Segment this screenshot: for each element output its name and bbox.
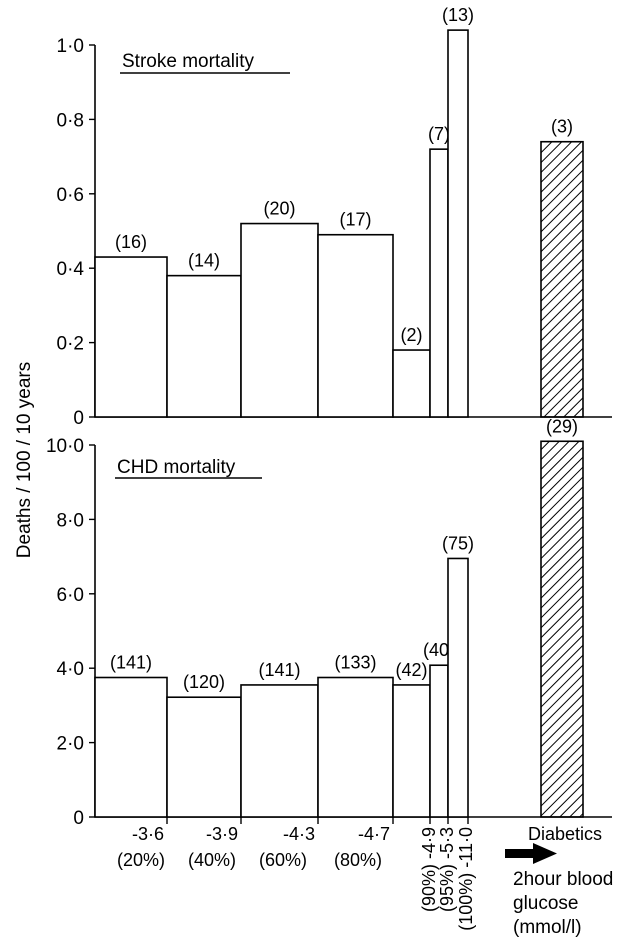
- stroke-panel-title: Stroke mortality: [122, 51, 254, 72]
- stroke-bar: [392, 349, 431, 418]
- chd-y-tick-label: 8·0: [57, 510, 84, 531]
- chd-panel-title: CHD mortality: [117, 457, 236, 478]
- stroke-bar: [540, 140, 584, 418]
- stroke-panel: Stroke mortality 0 0·2 0·4 0·6 0·8 1·0 (16) (14…: [57, 5, 612, 429]
- x-rotated-label: (95%) -5·3: [437, 827, 457, 912]
- x-tick-label: -3·9: [206, 824, 238, 844]
- stroke-bar-count-label: (14): [188, 251, 220, 271]
- x-tick-label: -4·7: [358, 824, 390, 844]
- stroke-y-tick-label: 0: [73, 408, 84, 429]
- chd-y-tick-label: 0: [73, 808, 84, 829]
- chd-bar: [317, 676, 394, 818]
- arrow-head: [533, 843, 557, 864]
- chd-bar-count-label: (75): [442, 533, 474, 553]
- chd-bar: [540, 440, 584, 818]
- stroke-bar-count-label: (16): [115, 232, 147, 252]
- stroke-bar: [317, 233, 394, 418]
- stroke-y-tick-label: 1·0: [57, 36, 84, 57]
- chd-bar: [94, 676, 168, 818]
- x-percent-label: (80%): [334, 850, 382, 870]
- stroke-bar-count-label: (2): [401, 325, 423, 345]
- chd-panel: CHD mortality 0 2·0 4·0 6·0 8·0 10·0 (141) (120…: [46, 416, 612, 829]
- chd-bar-count-label: (133): [334, 653, 376, 673]
- x-axis-title-line: 2hour blood: [513, 869, 613, 890]
- chd-bar: [240, 684, 319, 818]
- y-axis-label: Deaths / 100 / 10 years: [14, 362, 35, 558]
- chd-bar-count-label: (42): [395, 660, 427, 680]
- stroke-bar: [429, 148, 449, 418]
- chd-y-tick-label: 4·0: [57, 659, 84, 680]
- x-axis-arrow: [505, 843, 557, 864]
- x-rotated-label: (90%) -4·9: [419, 827, 439, 912]
- stroke-bar-count-label: (3): [551, 117, 573, 137]
- chd-bar: [429, 664, 449, 818]
- chd-y-tick-label: 2·0: [57, 734, 84, 755]
- arrow-shaft: [505, 849, 535, 858]
- chd-bar: [447, 557, 469, 818]
- x-rotated-label: (100%) -11·0: [456, 827, 476, 931]
- chd-y-tick-label: 6·0: [57, 585, 84, 606]
- x-tick-label: -3·6: [132, 824, 164, 844]
- stroke-y-tick-label: 0·6: [57, 185, 84, 206]
- stroke-bar-count-label: (13): [442, 5, 474, 25]
- chd-bar-count-label: (120): [183, 672, 225, 692]
- chd-bar-count-label: (141): [258, 660, 300, 680]
- stroke-bar: [447, 29, 469, 418]
- x-axis-title-line: glucose: [513, 893, 579, 914]
- stroke-y-tick-label: 0·2: [57, 334, 84, 355]
- x-percent-label: (60%): [259, 850, 307, 870]
- stroke-y-tick-label: 0·4: [57, 259, 85, 280]
- x-percent-label: (40%): [188, 850, 236, 870]
- chd-y-tick-label: 10·0: [46, 436, 84, 457]
- stroke-bar: [94, 256, 168, 418]
- chd-bar: [166, 696, 242, 818]
- stroke-bar-count-label: (20): [263, 199, 295, 219]
- x-tick-label: -4·3: [283, 824, 315, 844]
- stroke-bar-count-label: (17): [339, 210, 371, 230]
- x-percent-label: (20%): [117, 850, 165, 870]
- x-axis-labels: -3·6 -3·9 -4·3 -4·7 (20%) (40%) (60%) (80%) (90%…: [117, 817, 613, 937]
- stroke-y-tick-label: 0·8: [57, 110, 84, 131]
- stroke-bar: [166, 274, 242, 418]
- diabetics-label: Diabetics: [528, 824, 602, 844]
- chd-bar-count-label: (141): [110, 653, 152, 673]
- stroke-bar: [240, 222, 319, 418]
- chd-bar-count-label: (40): [423, 640, 455, 660]
- stroke-bar-count-label: (7): [428, 124, 450, 144]
- chd-bar: [392, 684, 431, 818]
- chd-bar-count-label: (29): [546, 416, 578, 436]
- x-axis-title-line: (mmol/l): [513, 917, 582, 937]
